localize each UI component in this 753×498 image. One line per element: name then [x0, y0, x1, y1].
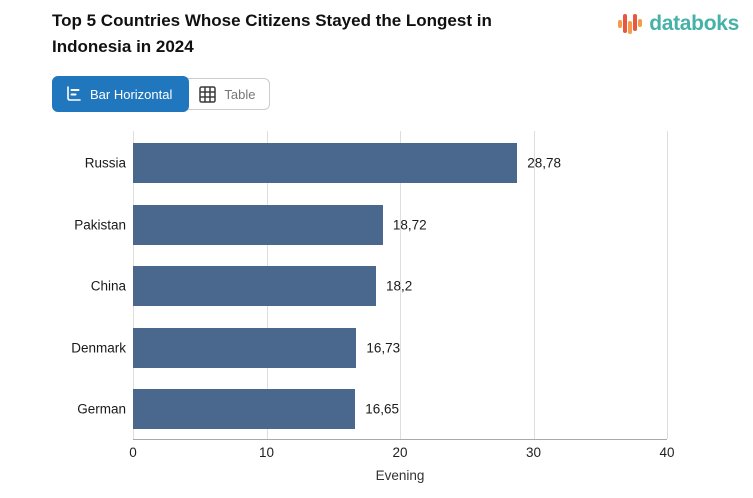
- bar-china: [133, 266, 376, 306]
- table-button-label: Table: [224, 86, 256, 102]
- page-title: Top 5 Countries Whose Citizens Stayed th…: [52, 11, 492, 56]
- horizontal-bar-chart: Russia 28,78 Pakistan 18,72 China 18,2 Denmark…: [0, 131, 753, 491]
- plot-area: Russia 28,78 Pakistan 18,72 China 18,2 Denmark…: [71, 131, 675, 460]
- bar-chart-icon: [65, 85, 83, 103]
- bar-horizontal-button-label: Bar Horizontal: [90, 86, 173, 102]
- x-tick-label: 0: [129, 445, 137, 460]
- databoks-logo: databoks: [618, 10, 739, 38]
- x-axis-title: Evening: [375, 468, 425, 483]
- category-label: German: [77, 401, 126, 417]
- x-tick-label: 20: [392, 445, 408, 460]
- bar-horizontal-button[interactable]: Bar Horizontal: [52, 76, 190, 112]
- value-label: 16,65: [365, 401, 400, 417]
- table-button[interactable]: Table: [184, 78, 271, 110]
- category-label: Russia: [84, 155, 126, 171]
- bar-denmark: [133, 328, 357, 368]
- gridline: [667, 131, 668, 439]
- gridline: [533, 131, 535, 439]
- x-tick-label: 30: [525, 445, 542, 460]
- value-label: 16,73: [366, 340, 401, 356]
- bar-german: [133, 389, 356, 429]
- category-label: Pakistan: [74, 217, 126, 233]
- value-label: 18,2: [385, 278, 413, 294]
- value-label: 28,78: [527, 155, 561, 171]
- category-label: China: [90, 278, 126, 294]
- gridline: [400, 131, 401, 439]
- bar-pakistan: [133, 205, 383, 245]
- view-toggle-group: Bar Horizontal Table: [52, 76, 271, 112]
- databoks-bars-icon: [618, 10, 646, 38]
- table-grid-icon: [198, 85, 217, 104]
- x-tick-label: 10: [258, 445, 275, 460]
- databoks-wordmark: databoks: [649, 12, 739, 35]
- x-tick-label: 40: [659, 445, 675, 460]
- value-label: 18,72: [392, 217, 427, 233]
- category-label: Denmark: [71, 340, 126, 356]
- bar-russia: [133, 143, 518, 183]
